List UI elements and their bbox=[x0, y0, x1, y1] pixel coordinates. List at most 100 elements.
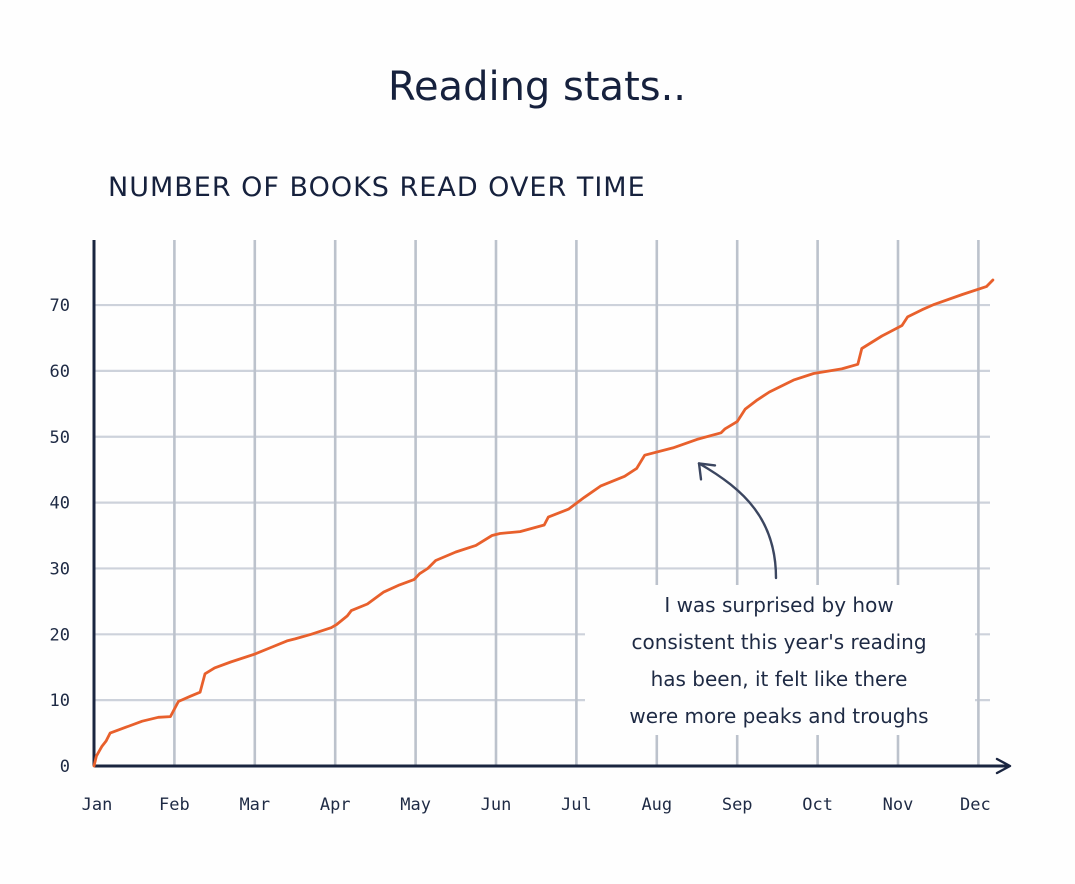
data-point bbox=[724, 427, 727, 430]
data-point bbox=[350, 609, 353, 612]
data-point bbox=[109, 732, 111, 734]
data-point bbox=[720, 431, 723, 434]
x-tick-label: Mar bbox=[239, 795, 270, 815]
data-point bbox=[491, 534, 493, 537]
data-point bbox=[253, 653, 256, 655]
data-point bbox=[635, 467, 638, 470]
data-point bbox=[901, 324, 903, 327]
annotation-text: I was surprised by how bbox=[664, 593, 893, 617]
data-point bbox=[157, 716, 160, 719]
data-point bbox=[547, 516, 550, 518]
data-point bbox=[229, 661, 232, 663]
data-point bbox=[599, 485, 602, 488]
y-tick-label: 40 bbox=[50, 494, 70, 514]
data-point bbox=[286, 639, 288, 642]
x-tick-label: Aug bbox=[641, 795, 672, 815]
chart-title: NUMBER OF BOOKS READ OVER TIME bbox=[108, 172, 646, 203]
y-tick-label: 0 bbox=[60, 757, 70, 777]
data-point bbox=[906, 316, 909, 318]
annotation-arrow bbox=[697, 462, 778, 580]
data-point bbox=[366, 603, 369, 605]
data-point bbox=[961, 293, 964, 296]
data-point bbox=[346, 614, 349, 617]
annotation-text: were more peaks and troughs bbox=[629, 704, 928, 728]
data-point bbox=[105, 740, 107, 742]
data-point bbox=[792, 379, 795, 382]
y-tick-label: 70 bbox=[50, 296, 70, 316]
y-tick-label: 30 bbox=[50, 559, 70, 579]
data-point bbox=[475, 544, 477, 547]
data-point bbox=[434, 559, 437, 562]
annotation-text: has been, it felt like there bbox=[651, 667, 908, 691]
data-point bbox=[985, 285, 988, 288]
data-point bbox=[418, 572, 421, 575]
data-point bbox=[840, 368, 843, 370]
data-point bbox=[499, 532, 501, 535]
data-point bbox=[671, 447, 674, 449]
axes bbox=[92, 240, 1012, 775]
data-point bbox=[623, 475, 626, 478]
data-point bbox=[860, 347, 863, 350]
data-point bbox=[330, 626, 333, 629]
x-tick-label: Jun bbox=[481, 795, 512, 815]
x-tick-label: Oct bbox=[802, 795, 833, 815]
data-point bbox=[93, 765, 95, 767]
y-tick-label: 10 bbox=[50, 691, 70, 711]
data-point bbox=[991, 279, 994, 281]
data-point bbox=[141, 720, 144, 723]
data-point bbox=[454, 551, 457, 553]
data-point bbox=[744, 408, 747, 410]
x-tick-label: May bbox=[400, 795, 431, 815]
data-point bbox=[382, 591, 385, 594]
data-point bbox=[881, 335, 883, 337]
data-point bbox=[736, 420, 739, 423]
x-tick-label: Apr bbox=[320, 795, 351, 815]
annotation: I was surprised by how consistent this ye… bbox=[585, 462, 975, 735]
data-point bbox=[933, 303, 936, 306]
data-point bbox=[426, 567, 429, 570]
data-point bbox=[856, 363, 859, 366]
data-point bbox=[189, 695, 192, 698]
data-point bbox=[543, 524, 546, 526]
data-point bbox=[643, 454, 646, 457]
x-tick-label: Dec bbox=[960, 795, 991, 815]
data-point bbox=[269, 646, 272, 649]
data-point bbox=[696, 438, 698, 441]
x-tick-label: Sep bbox=[722, 795, 753, 815]
data-point bbox=[199, 691, 202, 694]
x-tick-label: Jul bbox=[561, 795, 592, 815]
data-point bbox=[95, 755, 98, 758]
data-point bbox=[567, 508, 570, 511]
x-axis-arrowhead bbox=[995, 757, 1012, 775]
y-tick-label: 20 bbox=[50, 625, 70, 645]
data-point bbox=[756, 398, 759, 401]
data-point bbox=[294, 638, 296, 640]
x-tick-label: Nov bbox=[883, 795, 914, 815]
data-point bbox=[812, 372, 815, 375]
x-tick-label: Jan bbox=[82, 795, 113, 815]
data-point bbox=[177, 700, 180, 703]
data-point bbox=[213, 666, 216, 669]
annotation-arrowhead bbox=[697, 462, 717, 481]
data-point bbox=[125, 726, 128, 729]
data-point bbox=[398, 584, 401, 586]
series-layer bbox=[92, 278, 995, 768]
data-point bbox=[583, 496, 586, 499]
data-point bbox=[310, 633, 312, 636]
y-tick-label: 50 bbox=[50, 428, 70, 448]
y-tick-label: 60 bbox=[50, 362, 70, 382]
data-point bbox=[519, 530, 522, 533]
tick-labels: 0 10 20 30 40 50 60 70 Jan Feb Mar Apr May Jun Jul Aug S… bbox=[50, 296, 991, 815]
data-point bbox=[169, 715, 172, 718]
data-point bbox=[921, 308, 924, 311]
annotation-box bbox=[585, 585, 975, 735]
data-point bbox=[768, 391, 771, 393]
annotation-text: consistent this year's reading bbox=[631, 630, 926, 654]
data-point bbox=[204, 672, 206, 675]
data-point bbox=[335, 623, 338, 626]
x-tick-label: Feb bbox=[159, 795, 190, 815]
data-point bbox=[101, 745, 103, 748]
page-title: Reading stats.. bbox=[388, 64, 686, 110]
data-point bbox=[413, 578, 415, 581]
